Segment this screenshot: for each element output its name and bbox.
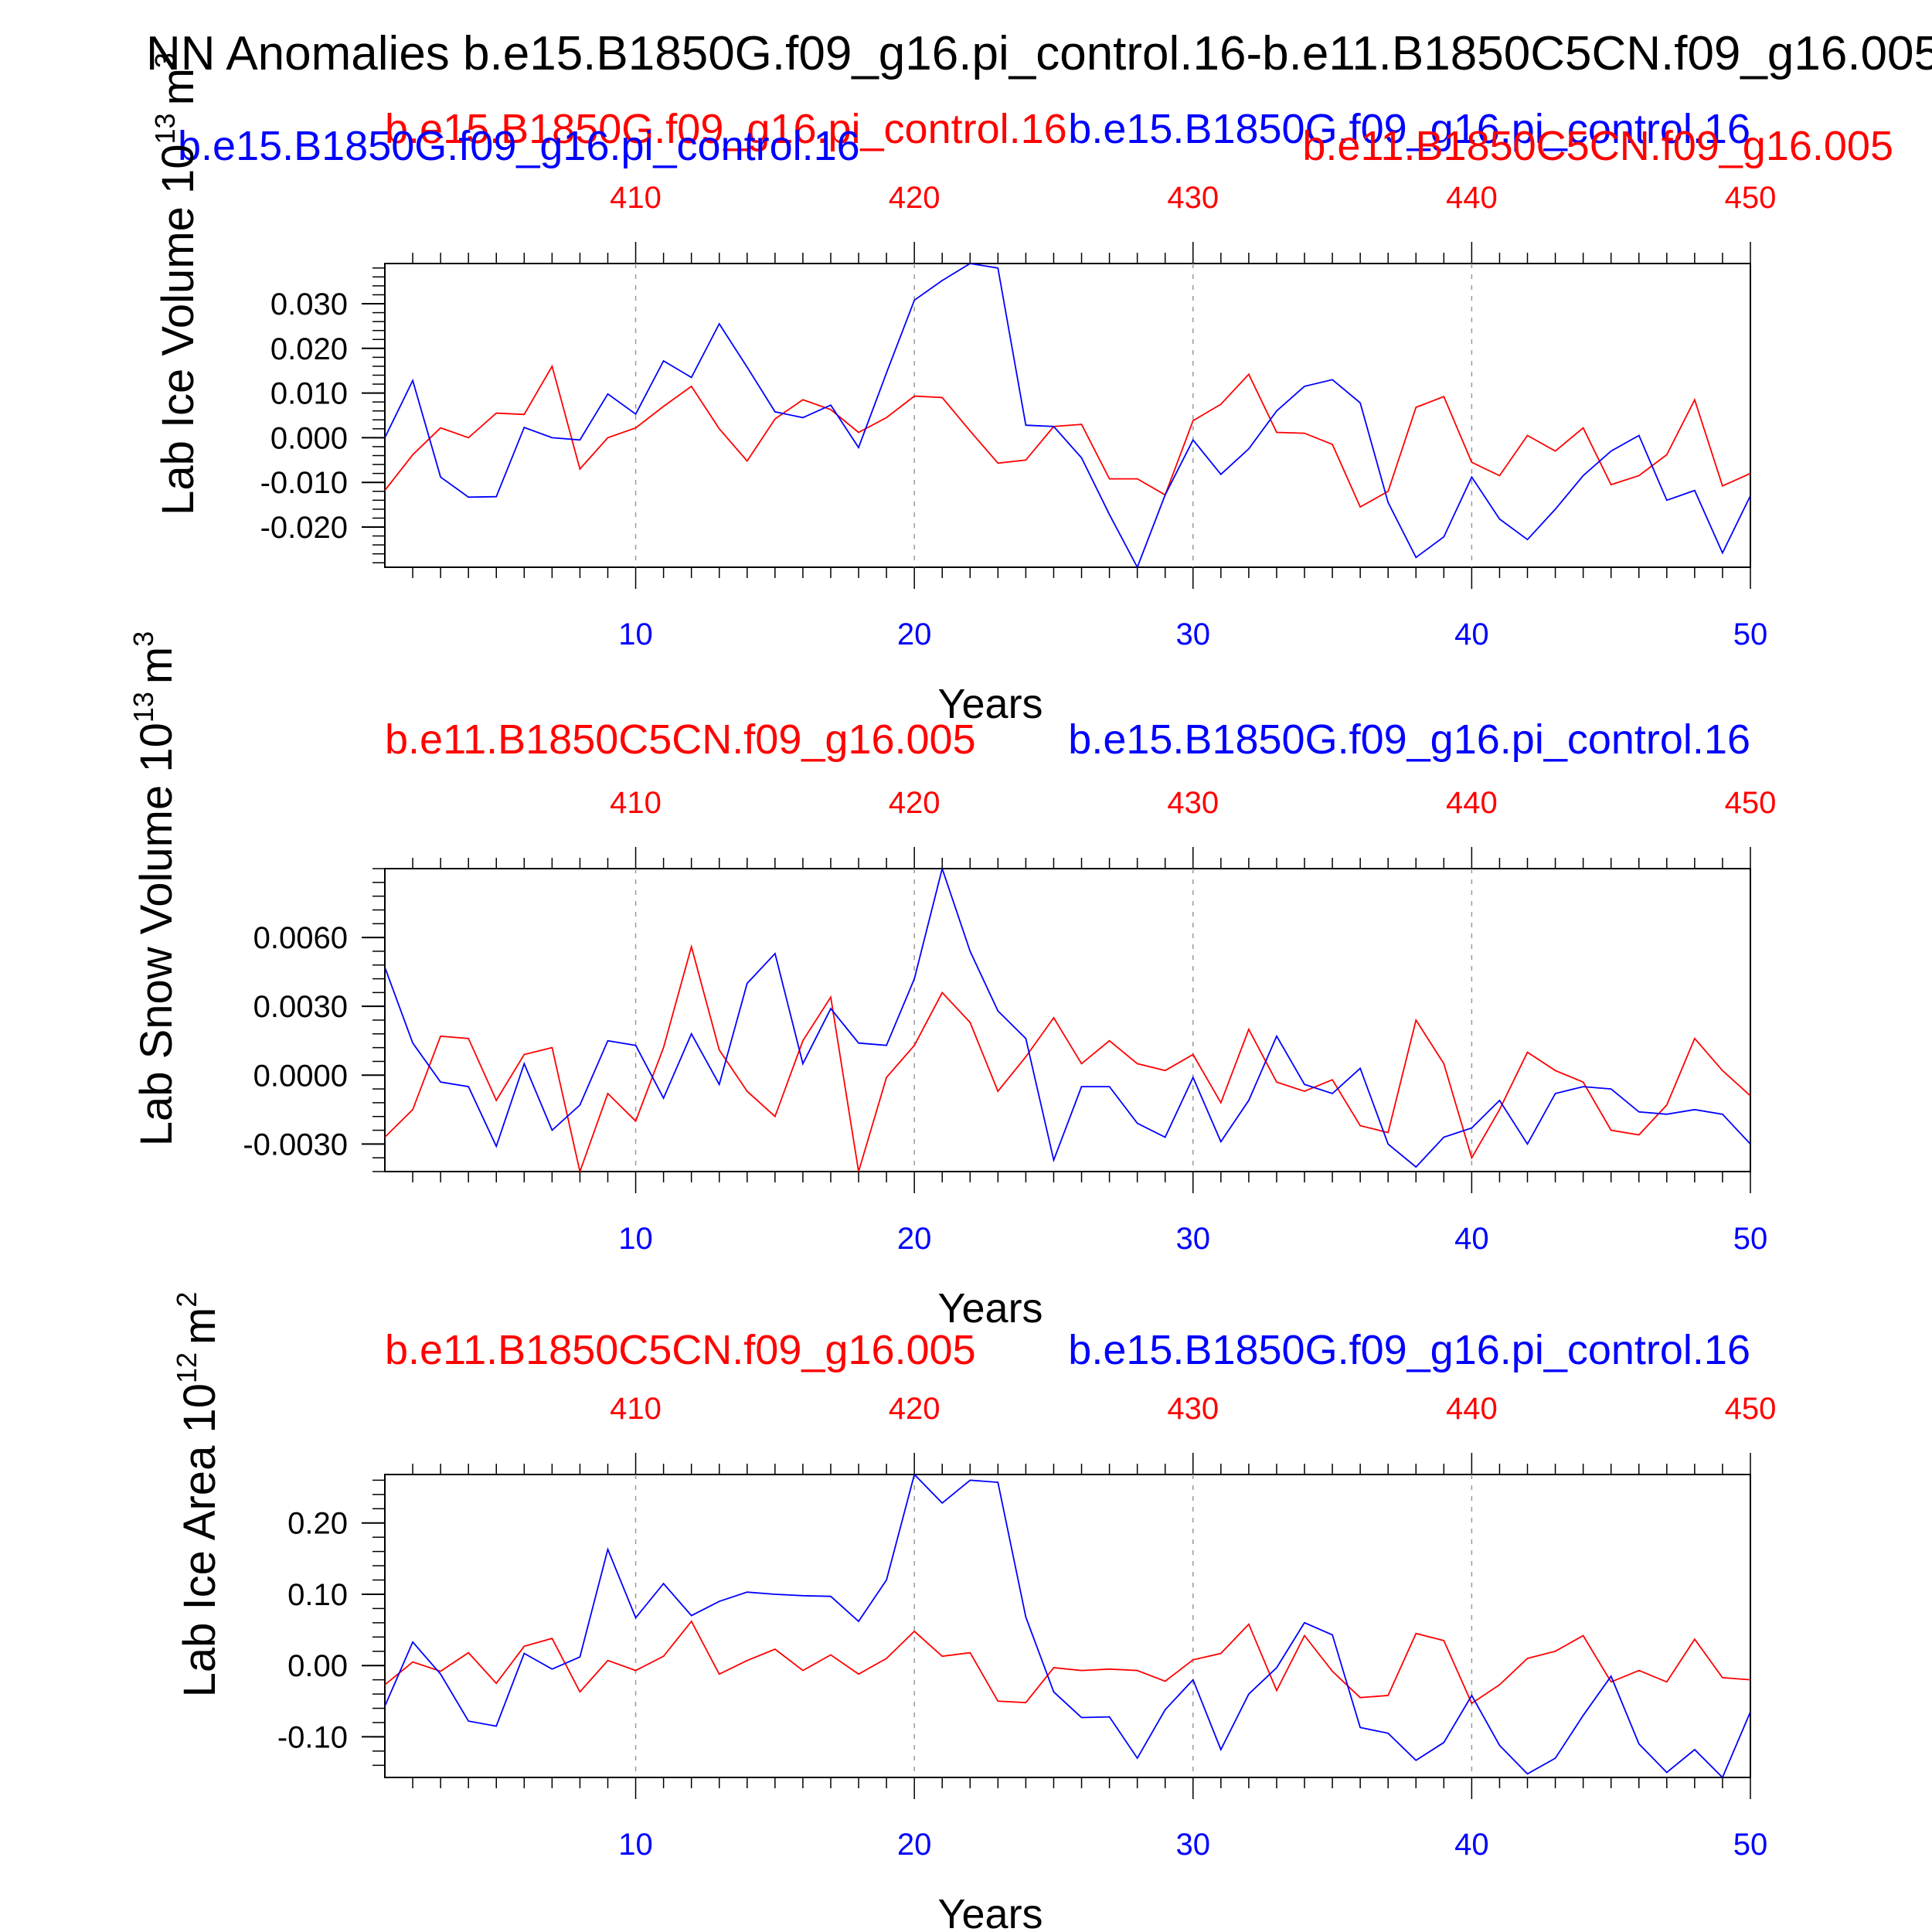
x-tick-label-bottom: 50 bbox=[1733, 1222, 1768, 1256]
x-tick-label-bottom: 10 bbox=[618, 1222, 653, 1256]
y-axis-label-unit-exponent: 2 bbox=[171, 1292, 202, 1308]
y-axis-label-unit: m bbox=[175, 1308, 225, 1345]
x-tick-label-bottom: 10 bbox=[618, 1828, 653, 1862]
y-tick-label: -0.010 bbox=[260, 466, 348, 500]
x-axis-label: Years bbox=[937, 1891, 1043, 1932]
series-label-left: b.e11.B1850C5CN.f09_g16.005 bbox=[385, 1327, 976, 1373]
y-tick-label: 0.0000 bbox=[253, 1059, 348, 1093]
x-tick-label-top: 450 bbox=[1725, 1392, 1777, 1426]
plot-frame-3 bbox=[384, 1474, 1751, 1778]
y-tick-label: 0.020 bbox=[270, 332, 348, 366]
x-tick-label-top: 410 bbox=[610, 786, 662, 820]
series-label-left-2: b.e15.B1850G.f09_g16.pi_control.16 bbox=[178, 123, 860, 169]
y-tick-label: 0.0060 bbox=[253, 921, 348, 955]
x-axis-label: Years bbox=[937, 681, 1043, 727]
y-axis-label-text: Lab Ice Area 10 bbox=[175, 1383, 225, 1697]
series-line-pi-control-16 bbox=[385, 264, 1750, 567]
x-tick-label-top: 410 bbox=[610, 1392, 662, 1426]
y-tick-label: 0.10 bbox=[287, 1578, 348, 1612]
plot-frame-1 bbox=[384, 263, 1751, 568]
y-axis-label-text: Lab Ice Volume 10 bbox=[153, 144, 203, 515]
x-tick-label-top: 410 bbox=[610, 181, 662, 215]
figure-title: NN Anomalies b.e15.B1850G.f09_g16.pi_con… bbox=[146, 27, 1932, 80]
y-tick-label: -0.10 bbox=[277, 1720, 348, 1754]
y-axis-label-text: Lab Snow Volume 10 bbox=[131, 723, 182, 1146]
x-tick-label-top: 440 bbox=[1446, 1392, 1498, 1426]
series-label-right: b.e15.B1850G.f09_g16.pi_control.16 bbox=[1068, 106, 1750, 152]
x-tick-label-bottom: 40 bbox=[1454, 1222, 1489, 1256]
series-label-right-2: b.e11.B1850C5CN.f09_g16.005 bbox=[1302, 123, 1893, 169]
series-line-pi-control-16 bbox=[385, 869, 1750, 1168]
x-tick-label-top: 420 bbox=[889, 1392, 940, 1426]
x-tick-label-bottom: 50 bbox=[1733, 617, 1768, 651]
x-tick-label-top: 440 bbox=[1446, 181, 1498, 215]
y-axis-label-unit: m bbox=[131, 647, 182, 684]
y-tick-label: 0.000 bbox=[270, 421, 348, 455]
y-tick-label: -0.0030 bbox=[243, 1128, 348, 1162]
x-tick-label-bottom: 10 bbox=[618, 617, 653, 651]
y-axis-label: Lab Ice Area 1012 m2 bbox=[171, 1292, 225, 1698]
x-tick-label-top: 450 bbox=[1725, 181, 1777, 215]
x-tick-label-bottom: 50 bbox=[1733, 1828, 1768, 1862]
y-tick-label: -0.020 bbox=[260, 511, 348, 545]
y-tick-label: 0.00 bbox=[287, 1649, 348, 1683]
x-tick-label-top: 420 bbox=[889, 786, 940, 820]
series-line-c5cn-005 bbox=[385, 1620, 1750, 1705]
y-axis-label-exponent: 13 bbox=[149, 113, 181, 144]
x-tick-label-top: 430 bbox=[1167, 786, 1219, 820]
y-axis-label-exponent: 12 bbox=[171, 1352, 202, 1383]
x-tick-label-bottom: 20 bbox=[897, 617, 932, 651]
series-label-right: b.e15.B1850G.f09_g16.pi_control.16 bbox=[1068, 716, 1750, 763]
series-label-left: b.e15.B1850G.f09_g16.pi_control.16 bbox=[385, 106, 1067, 152]
series-line-pi-control-16 bbox=[385, 1475, 1750, 1777]
y-tick-label: 0.20 bbox=[287, 1507, 348, 1541]
y-tick-label: 0.0030 bbox=[253, 990, 348, 1024]
y-tick-label: 0.030 bbox=[270, 287, 348, 321]
series-line-c5cn-005 bbox=[385, 364, 1750, 509]
x-tick-label-bottom: 20 bbox=[897, 1828, 932, 1862]
x-tick-label-bottom: 30 bbox=[1176, 1222, 1211, 1256]
y-axis-label: Lab Snow Volume 1013 m3 bbox=[128, 631, 182, 1147]
x-tick-label-bottom: 30 bbox=[1176, 617, 1211, 651]
x-tick-label-top: 430 bbox=[1167, 181, 1219, 215]
series-label-left: b.e11.B1850C5CN.f09_g16.005 bbox=[385, 716, 976, 763]
x-tick-label-top: 430 bbox=[1167, 1392, 1219, 1426]
y-axis-label: Lab Ice Volume 1013 m3 bbox=[149, 53, 203, 515]
x-tick-label-top: 420 bbox=[889, 181, 940, 215]
plot-frame-2 bbox=[384, 868, 1751, 1172]
series-line-c5cn-005 bbox=[385, 944, 1750, 1172]
y-axis-label-unit: m bbox=[153, 68, 203, 105]
x-tick-label-bottom: 30 bbox=[1176, 1828, 1211, 1862]
x-tick-label-bottom: 40 bbox=[1454, 617, 1489, 651]
x-tick-label-bottom: 20 bbox=[897, 1222, 932, 1256]
y-axis-label-exponent: 13 bbox=[128, 692, 159, 723]
x-tick-label-top: 440 bbox=[1446, 786, 1498, 820]
x-tick-label-top: 450 bbox=[1725, 786, 1777, 820]
series-label-right: b.e15.B1850G.f09_g16.pi_control.16 bbox=[1068, 1327, 1750, 1373]
y-axis-label-unit-exponent: 3 bbox=[128, 631, 159, 647]
x-tick-label-bottom: 40 bbox=[1454, 1828, 1489, 1862]
y-axis-label-unit-exponent: 3 bbox=[149, 53, 181, 68]
x-axis-label: Years bbox=[937, 1285, 1043, 1332]
y-tick-label: 0.010 bbox=[270, 377, 348, 411]
